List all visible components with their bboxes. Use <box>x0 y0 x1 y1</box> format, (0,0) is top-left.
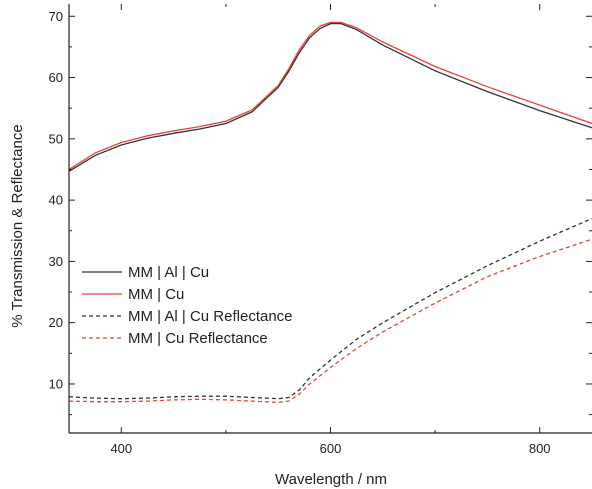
x-axis-title: Wavelength / nm <box>275 471 387 488</box>
axes: 10 20 30 40 50 60 70 400 600 800 <box>49 4 592 456</box>
legend-label-3: MM | Al | Cu Reflectance <box>128 308 293 325</box>
series-line-2 <box>69 21 592 171</box>
y-tick-label: 40 <box>49 193 63 208</box>
x-tick-label: 800 <box>529 441 551 456</box>
plot-area <box>69 21 592 404</box>
y-tick-label: 50 <box>49 131 63 146</box>
y-tick-label: 30 <box>49 254 63 269</box>
legend-label-4: MM | Cu Reflectance <box>128 330 268 347</box>
series-line-4 <box>69 238 592 404</box>
series-line-1 <box>69 22 592 172</box>
y-tick-label: 70 <box>49 9 63 24</box>
legend-label-1: MM | Al | Cu <box>128 264 209 281</box>
legend-label-2: MM | Cu <box>128 286 184 303</box>
y-tick-label: 60 <box>49 70 63 85</box>
y-tick-label: 20 <box>49 315 63 330</box>
series-line-3 <box>69 217 592 400</box>
y-axis-title: % Transmission & Reflectance <box>9 124 26 327</box>
legend: MM | Al | Cu MM | Cu MM | Al | Cu Reflecta… <box>82 264 293 347</box>
y-tick-label: 10 <box>49 376 63 391</box>
x-tick-label: 600 <box>320 441 342 456</box>
x-tick-label: 400 <box>110 441 132 456</box>
